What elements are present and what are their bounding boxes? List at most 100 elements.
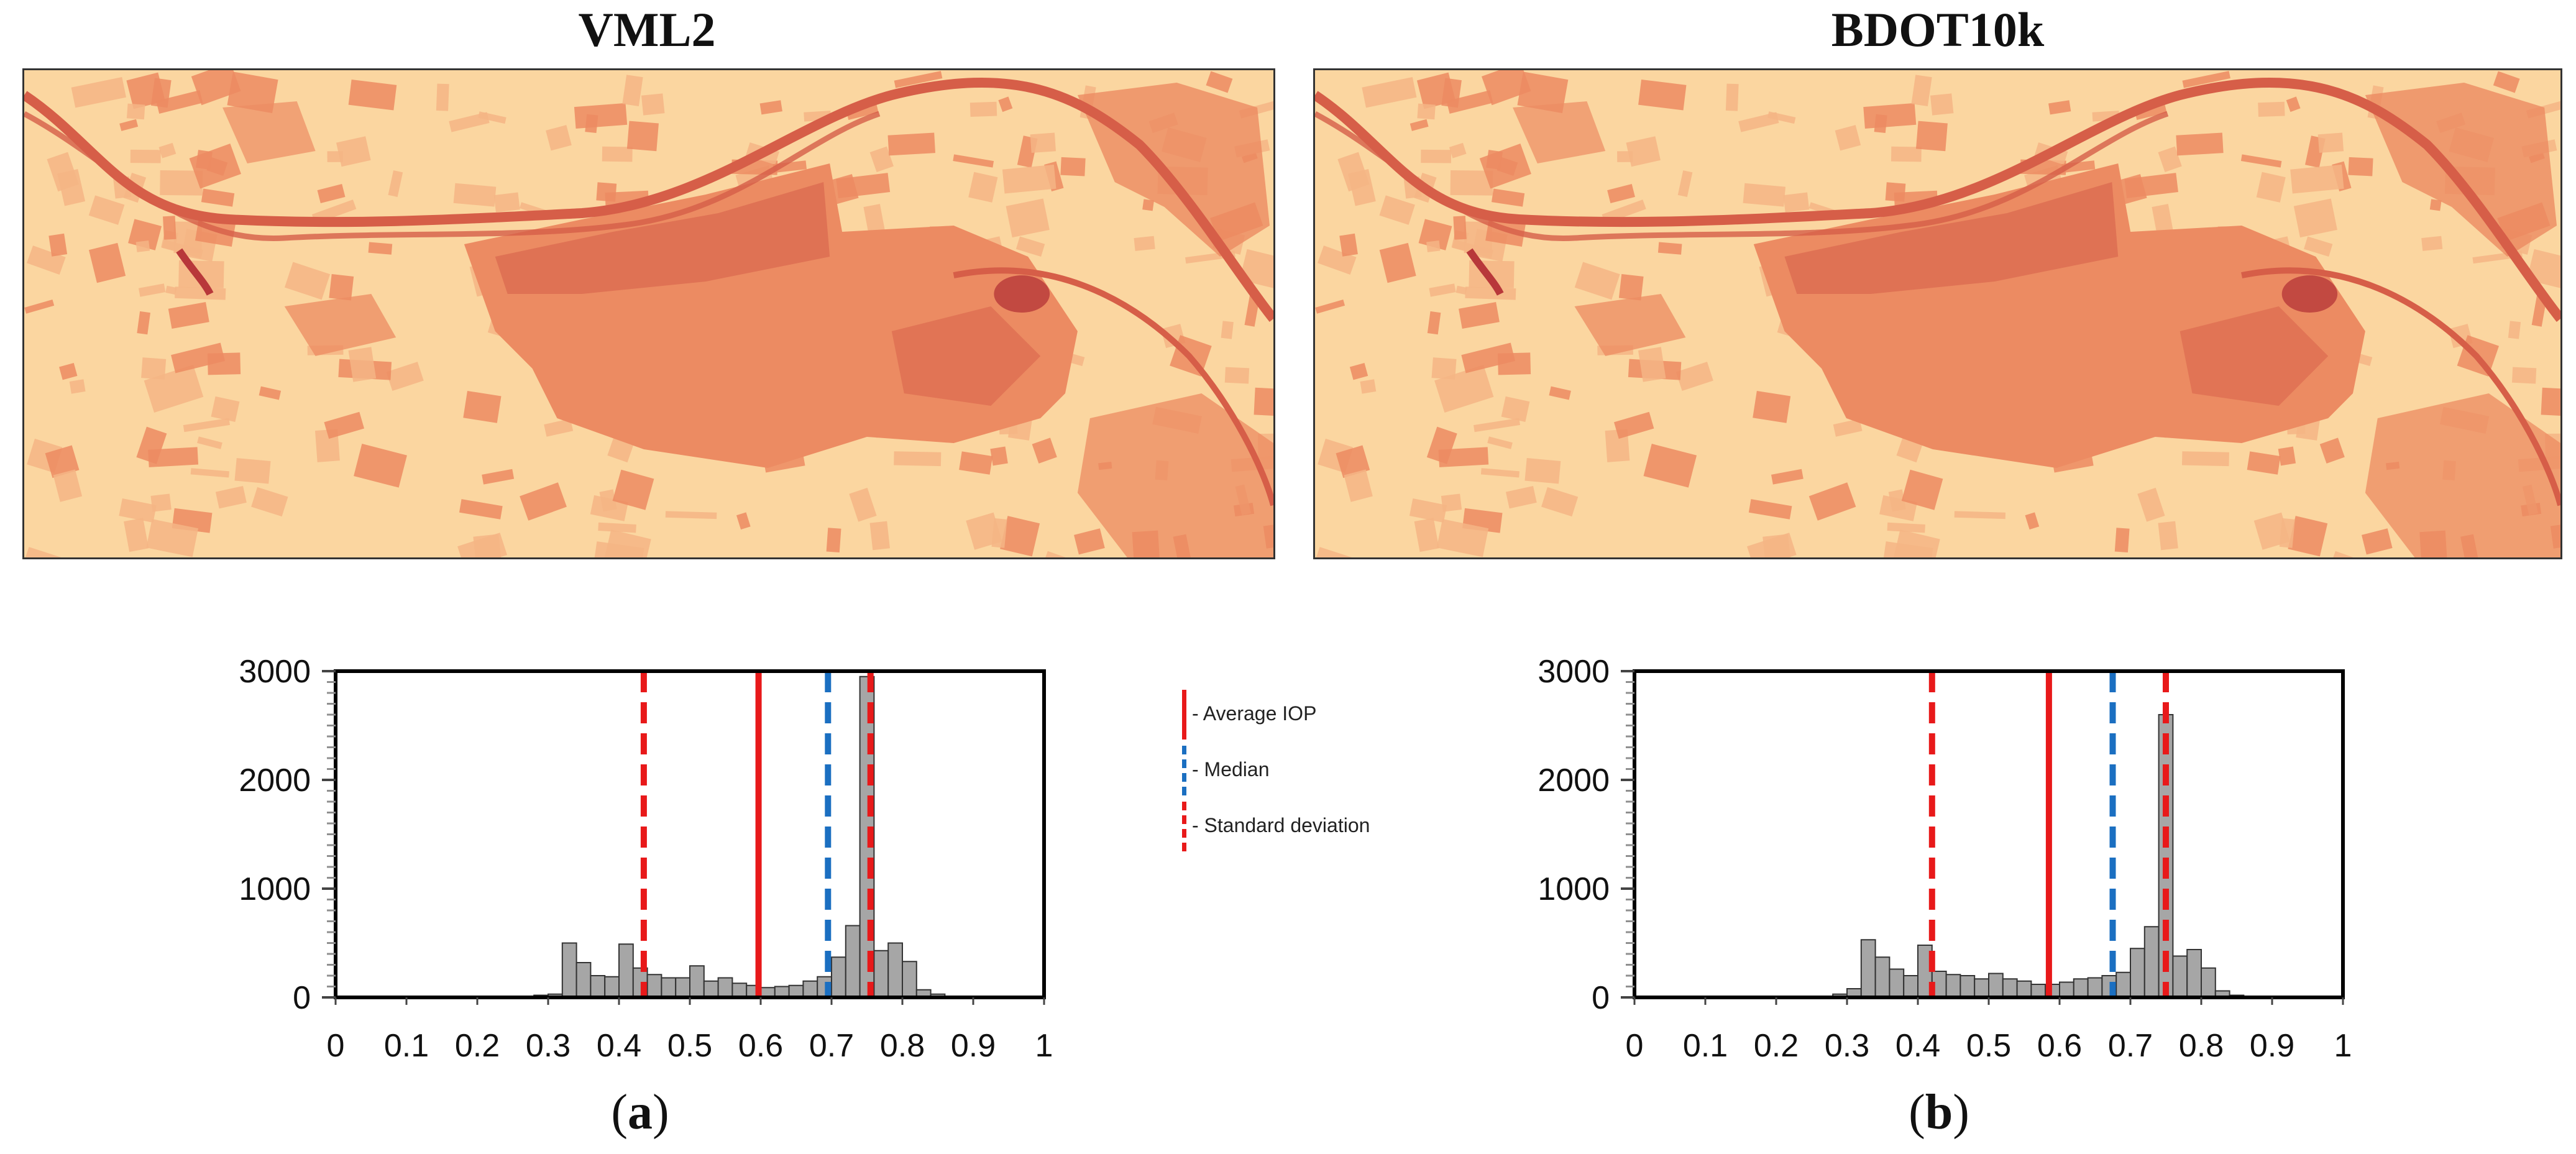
map-parcel (25, 547, 64, 557)
map-parcel (436, 83, 449, 111)
map-parcel (1574, 262, 1620, 300)
map-parcel (2361, 528, 2393, 555)
x-tick-label: 1 (2334, 1028, 2352, 1064)
map-parcel (1911, 75, 1932, 106)
map-parcel (463, 390, 502, 423)
map-parcel (45, 445, 80, 479)
map-parcel (148, 447, 199, 467)
map-parcel (388, 170, 403, 197)
map-parcel (234, 458, 271, 484)
map-raster (24, 70, 1273, 557)
map-parcel (1480, 468, 1519, 478)
map-river-east (2241, 267, 2560, 506)
map-parcel (71, 76, 126, 108)
map-parcel (329, 273, 354, 301)
map-central-east (891, 306, 1041, 406)
histogram-bar (1903, 975, 1919, 998)
legend-swatch-median (1182, 746, 1186, 795)
map-parcel (2137, 487, 2165, 522)
plot-frame (1633, 669, 2345, 999)
histogram-bar (2002, 978, 2018, 998)
bars (1634, 714, 2344, 998)
x-tick-label: 0.6 (2037, 1028, 2082, 1064)
map-parcel (1449, 142, 1467, 158)
map-parcel (603, 529, 651, 557)
map-parcel (1427, 311, 1441, 335)
map-parcel (1767, 111, 1796, 124)
map-parcel (259, 386, 282, 400)
map-parcel (119, 119, 139, 131)
map-parcel (1349, 362, 1368, 380)
map-parcel (1414, 518, 1439, 552)
map-parcel (215, 485, 247, 509)
map-parcel (2048, 100, 2071, 115)
map-parcel (1835, 125, 1861, 151)
map-parcel (386, 362, 424, 391)
map-parcel (2508, 321, 2521, 339)
map-parcel (1771, 469, 1804, 485)
map-parcel (2176, 132, 2224, 156)
map-parcel (168, 301, 209, 329)
map-parcel (1833, 418, 1863, 437)
map-parcel (1517, 71, 1569, 114)
map-parcel (146, 519, 199, 557)
histogram-bar (703, 980, 719, 998)
histogram-bar (2143, 926, 2160, 998)
map-parcel (2288, 516, 2328, 557)
map-parcel (1336, 445, 1370, 479)
map-parcel (1434, 364, 1494, 413)
map-parcel (2293, 198, 2337, 238)
map-parcel (119, 498, 157, 523)
map-parcel (1474, 418, 1520, 433)
map-parcel (1030, 132, 1057, 153)
map-parcel (1224, 367, 1250, 384)
map-parcel (1379, 242, 1416, 283)
map-river-main (1315, 77, 2560, 322)
map-parcel (137, 311, 150, 335)
map-parcel (1015, 236, 1045, 257)
map-parcel (1618, 273, 1644, 301)
map-parcel (1725, 83, 1739, 111)
histogram-bar (1974, 978, 1990, 998)
histogram-bar (1874, 956, 1891, 998)
map-parcel (1344, 469, 1373, 502)
histogram-svg: 0 1000 2000 3000 0 0.1 0.2 0.3 0.4 0.5 0.6 0.7 0.8 0.… (1538, 654, 2352, 1064)
map-parcel (1481, 70, 1531, 106)
legend-swatch-std (1182, 802, 1186, 851)
map-parcel (894, 71, 943, 88)
map-parcel (1614, 411, 1654, 439)
map-parcel (1885, 182, 1906, 202)
map-parcel (2278, 446, 2296, 466)
map-parcel (1318, 245, 1357, 275)
map-parcel (478, 111, 506, 124)
map-parcel (171, 342, 225, 373)
histogram-bar (1988, 973, 2004, 998)
map-parcel (165, 285, 177, 295)
map-parcel (459, 499, 503, 520)
map-parcel (24, 299, 55, 314)
map-parcel (183, 418, 230, 433)
map-town-west (176, 248, 214, 296)
map-parcel (2541, 387, 2560, 417)
map-parcel (626, 121, 659, 152)
map-parcel (150, 493, 172, 512)
histogram-bar (2130, 948, 2145, 998)
histogram-bar (2030, 984, 2047, 998)
map-parcel (612, 469, 654, 510)
map-parcel (2526, 249, 2560, 290)
map-river-branch (1315, 111, 2169, 242)
map-parcel (2158, 146, 2182, 173)
map-parcel (1863, 103, 1917, 129)
map-parcel (1901, 469, 1943, 510)
map-parcel (59, 362, 78, 380)
x-tick-label: 0.1 (1683, 1028, 1728, 1064)
x-tick-label: 0 (1626, 1028, 1644, 1064)
map-parcel (1409, 498, 1447, 523)
map-parcel (1743, 183, 1786, 207)
map-parcel (887, 132, 936, 156)
map-parcel (206, 157, 228, 176)
map-parcel (1753, 390, 1791, 423)
histogram-svg: 0 1000 2000 3000 0 0.1 0.2 0.3 0.4 0.5 0.6 0.7 0.8 0.… (239, 654, 1053, 1064)
map-parcel (1657, 242, 1682, 255)
map-parcel (953, 154, 994, 168)
